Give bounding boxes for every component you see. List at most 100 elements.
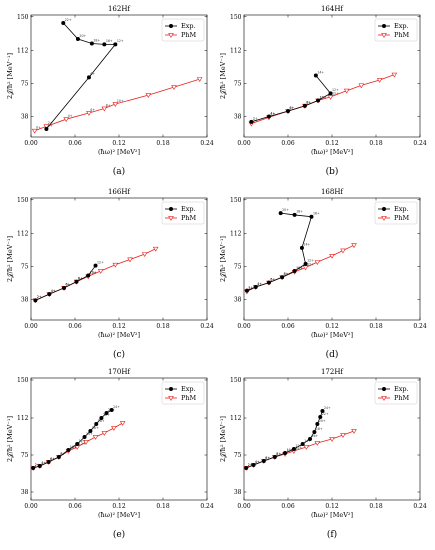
legend-exp-label: Exp. (181, 205, 196, 213)
x-tick-label: 0.00 (237, 323, 251, 330)
phm-point-label: 8+ (306, 101, 311, 105)
exp-point-label: 2+ (35, 463, 40, 467)
y-tick-label: 112 (17, 48, 29, 55)
exp-point-label: 2+ (37, 295, 42, 299)
phm-point (329, 437, 335, 442)
phm-point-label: 4+ (255, 460, 260, 464)
x-tick-label: 0.24 (413, 140, 427, 147)
exp-point (280, 275, 285, 280)
x-tick-label: 0.24 (200, 140, 214, 147)
x-tick-label: 0.00 (237, 140, 251, 147)
x-axis-label: (ħω)² [MeV²] (98, 331, 140, 339)
phm-point (329, 253, 335, 259)
x-tick-label: 0.24 (413, 503, 427, 510)
exp-point (318, 415, 323, 419)
legend-exp-label: Exp. (394, 22, 409, 30)
exp-point-label: 4+ (257, 282, 262, 286)
legend-phm-marker (381, 216, 387, 221)
phm-point (112, 102, 119, 107)
x-tick-label: 0.18 (156, 503, 170, 510)
exp-point-label: 2+ (248, 463, 253, 467)
exp-point-label: 14+ (303, 243, 310, 247)
exp-point (74, 279, 79, 284)
exp-point (313, 73, 318, 78)
phm-point-label: 4+ (51, 289, 56, 293)
exp-point (44, 126, 49, 131)
y-tick-label: 38 (21, 114, 29, 121)
exp-point-label: 8+ (284, 272, 289, 276)
phm-point-label: 8+ (78, 277, 83, 281)
phm-point-label: 8+ (106, 103, 111, 107)
phm-point (43, 124, 50, 130)
exp-point (308, 437, 312, 441)
phm-point-label: 10+ (296, 267, 303, 271)
panel-caption: (e) (113, 529, 125, 540)
phm-point-label: 2+ (35, 463, 40, 467)
phm-point (97, 269, 104, 274)
phm-point-label: 6+ (265, 456, 270, 460)
y-tick-label: 112 (230, 48, 242, 55)
exp-point (56, 455, 61, 459)
exp-point-label: 4+ (51, 289, 56, 293)
exp-point-label: 4+ (41, 461, 46, 465)
exp-point (278, 211, 283, 216)
y-tick-label: 150 (230, 197, 242, 204)
panel-caption: (c) (113, 349, 125, 360)
y-tick-label: 75 (234, 264, 242, 271)
x-tick-label: 0.06 (68, 323, 82, 330)
phm-point (343, 88, 350, 94)
exp-point-label: 8+ (306, 101, 311, 105)
x-tick-label: 0.00 (24, 503, 38, 510)
exp-point (292, 212, 297, 217)
phm-point (196, 77, 203, 83)
x-tick-label: 0.06 (281, 503, 295, 510)
legend-box (161, 18, 205, 42)
legend-phm-label: PhM (181, 31, 197, 39)
phm-point-label: 4+ (41, 461, 46, 465)
exp-point-label: 10+ (70, 445, 77, 449)
panel-e: 170Hf 0.00 0.06 0.12 0.18 0.24 38 75 112 150 (ħω)²… (6, 368, 214, 540)
phm-point-label: 6+ (66, 283, 71, 287)
y-tick-label: 150 (230, 14, 242, 21)
exp-point-label: 6+ (265, 456, 270, 460)
panel-caption: (a) (113, 166, 125, 177)
exp-point-label: 4+ (270, 111, 275, 115)
exp-point-label: 24+ (113, 405, 120, 409)
exp-point-label: 6+ (270, 277, 275, 281)
x-tick-label: 0.18 (369, 503, 383, 510)
legend-phm-marker (168, 396, 174, 401)
phm-point-label: 8+ (284, 272, 289, 276)
phm-point (376, 78, 383, 83)
x-tick-label: 0.12 (112, 323, 126, 330)
phm-point (351, 243, 357, 249)
exp-point (102, 42, 107, 47)
phm-point-label: 6+ (90, 108, 95, 112)
panel-caption: (d) (326, 349, 339, 360)
legend-phm-label: PhM (394, 31, 410, 39)
exp-point (315, 422, 320, 426)
x-tick-label: 0.00 (24, 323, 38, 330)
x-tick-label: 0.12 (325, 140, 339, 147)
panel-a: 162Hf 0.00 0.06 0.12 0.18 0.24 38 75 112 150 (ħω)²… (6, 5, 214, 177)
phm-point (314, 260, 321, 266)
phm-point-label: 4+ (257, 282, 262, 286)
legend-box (161, 201, 205, 225)
exp-point (61, 21, 66, 26)
exp-point (99, 416, 104, 420)
exp-point-label: 12+ (295, 444, 302, 448)
phm-point (31, 128, 38, 134)
phm-point (83, 440, 89, 445)
legend-phm-label: PhM (181, 214, 197, 222)
x-tick-label: 0.06 (281, 323, 295, 330)
legend-exp-marker (382, 24, 386, 28)
phm-point-label: 2+ (248, 463, 253, 467)
exp-point (249, 119, 254, 124)
exp-point (328, 91, 333, 96)
x-tick-label: 0.12 (325, 323, 339, 330)
exp-point (75, 442, 80, 446)
y-tick-label: 75 (21, 264, 29, 271)
exp-point (299, 245, 304, 250)
exp-point-label: 14+ (86, 432, 93, 436)
phm-point (92, 435, 99, 440)
exp-point-label: 14+ (317, 70, 324, 74)
